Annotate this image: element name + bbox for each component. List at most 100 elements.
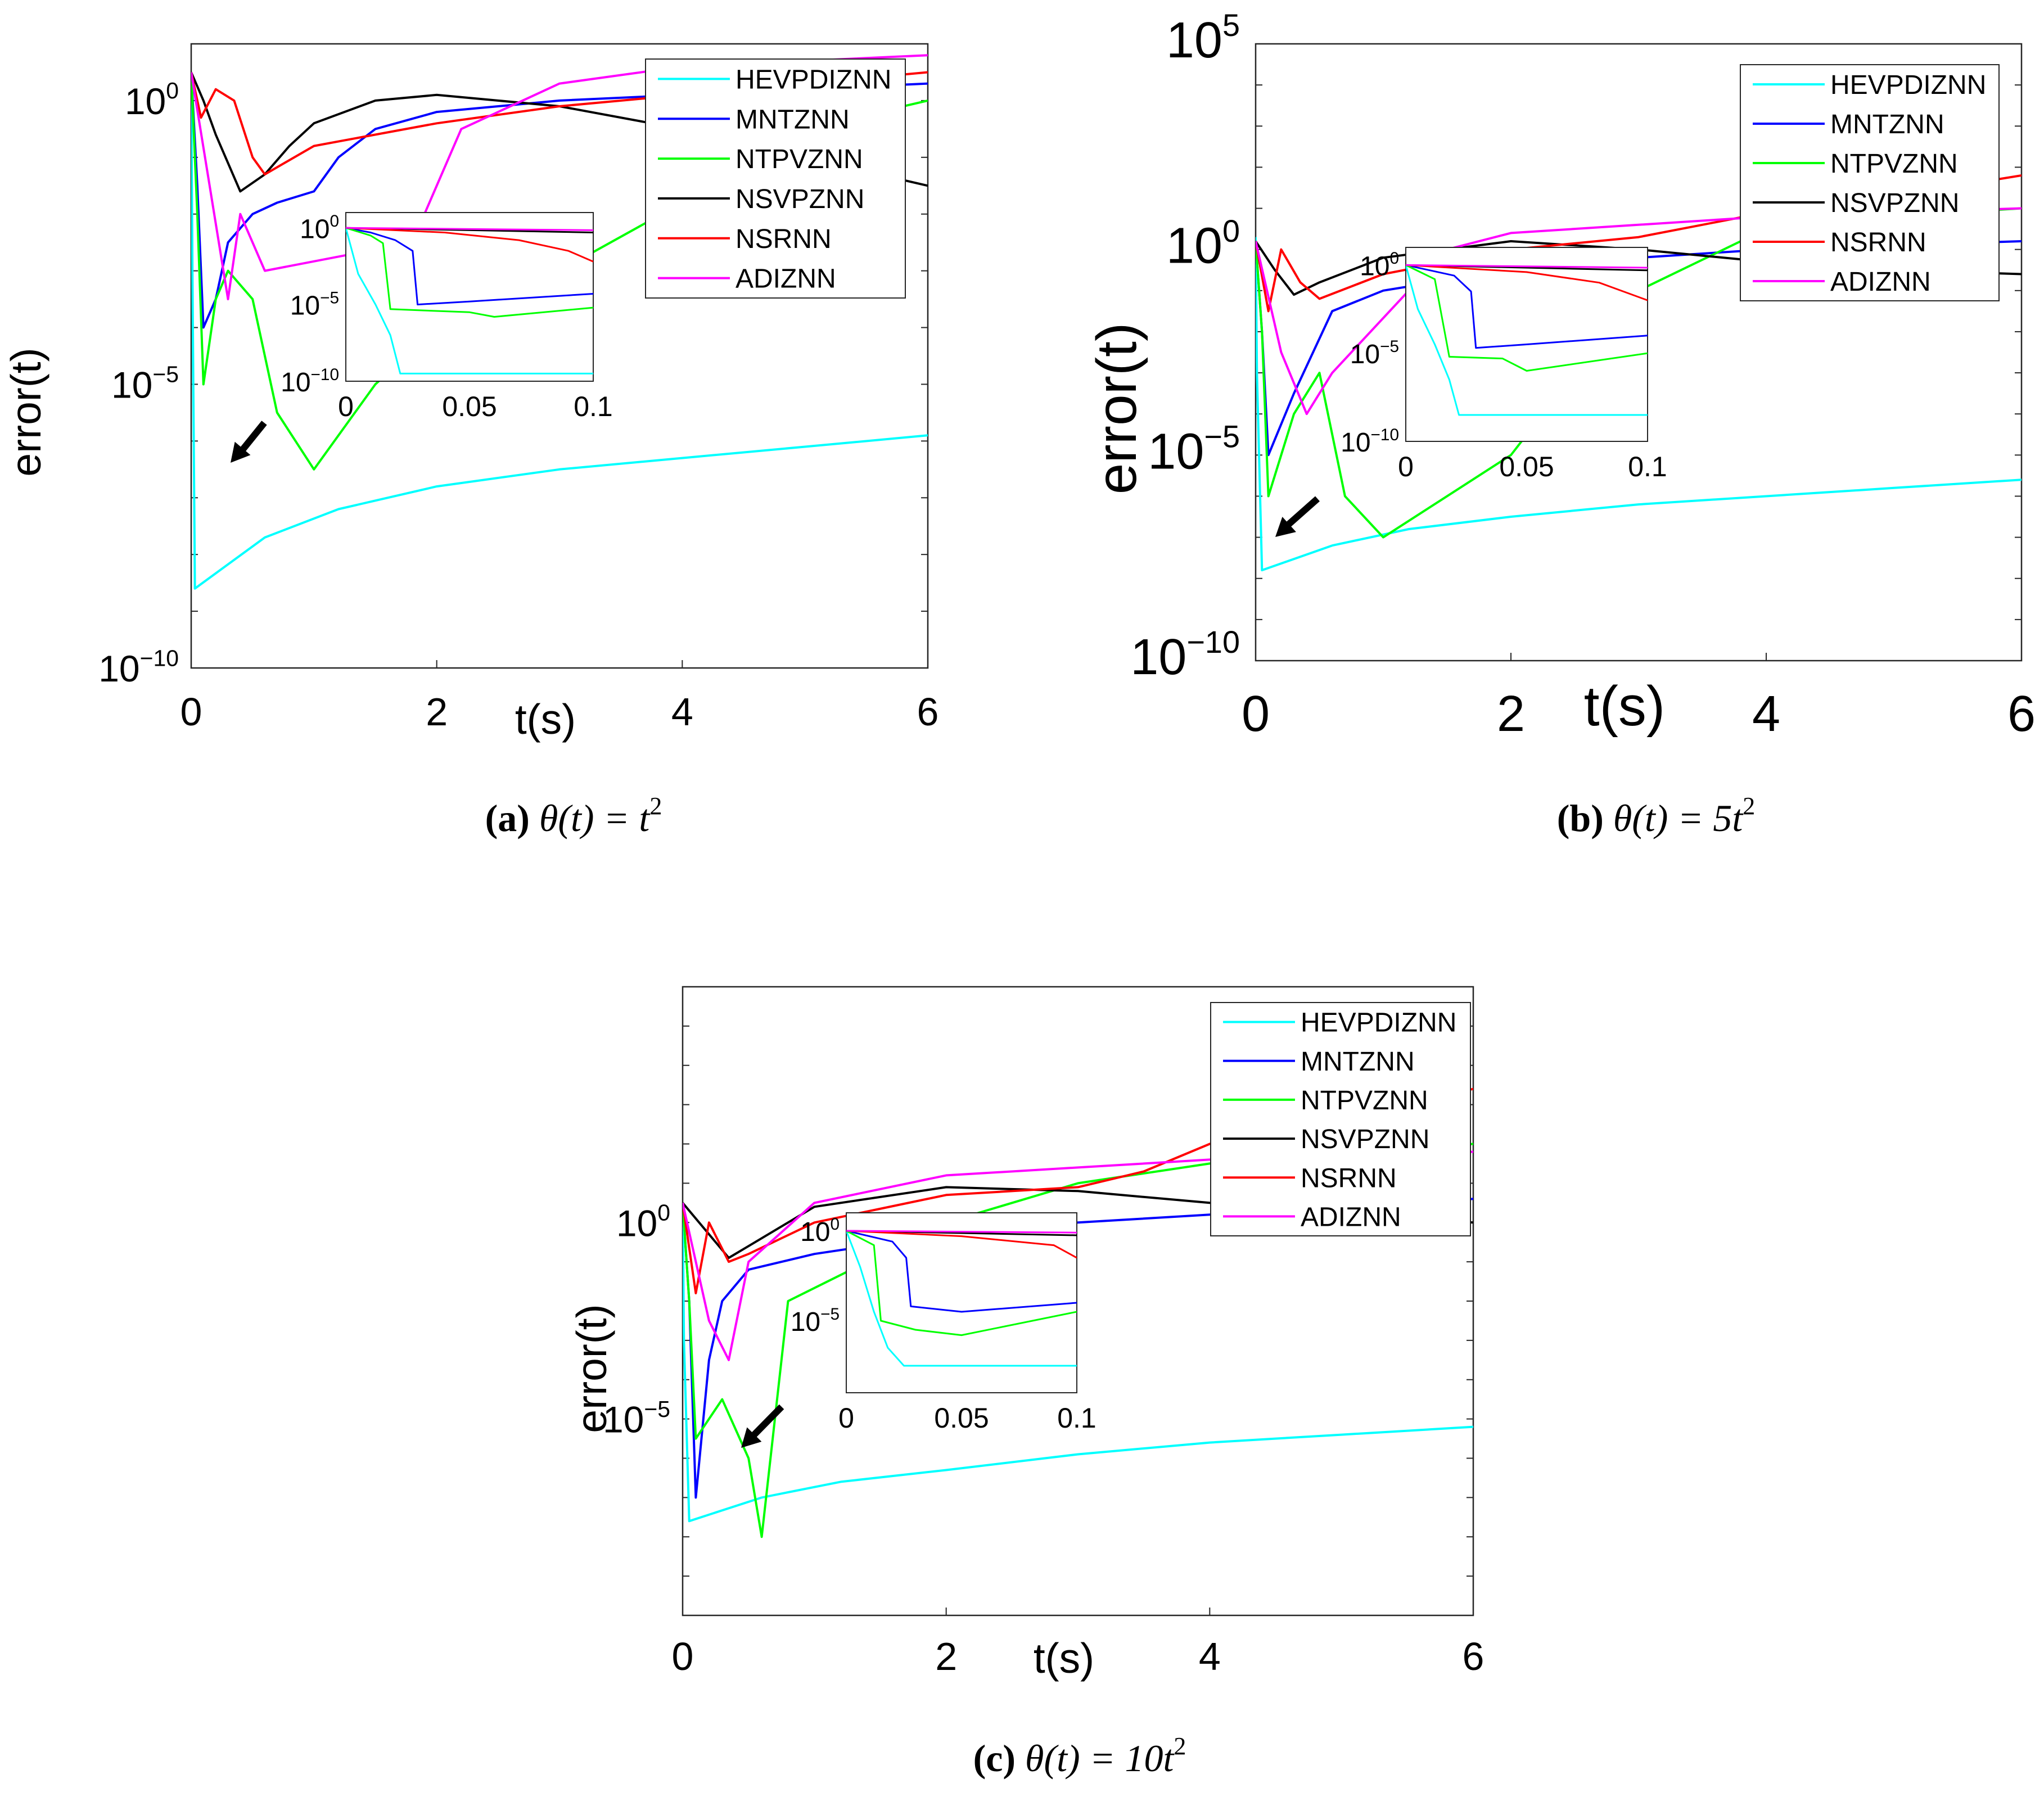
legend-label-nsvpznn: NSVPZNN (736, 184, 864, 214)
caption-a: (a) θ(t) = t2 (485, 792, 662, 839)
x-tick-label-b: 0 (1242, 686, 1270, 742)
legend-label-hevpdiznn: HEVPDIZNN (1301, 1008, 1456, 1038)
inset-c-series-adiznn (846, 1230, 1077, 1234)
inset-b-series-nsrnn (1406, 264, 1648, 301)
x-tick-label-a: 4 (671, 690, 693, 734)
inset-x-tick-label-c: 0.05 (934, 1402, 989, 1434)
chart-panel-c: 0 2 4 6 100 10−5 t(s) error(t) 0 0.05 0.1 100 10−5 HE… (568, 986, 1484, 1780)
inset-c-series-nsrnn (846, 1230, 1077, 1259)
legend-label-mntznn: MNTZNN (736, 105, 850, 134)
y-tick-label-a: 10−10 (98, 645, 179, 689)
series-c-series-ntpvznn (683, 1143, 1473, 1538)
x-axis-label-b: t(s) (1584, 675, 1665, 738)
inset-a: 0 0.05 0.1 100 10−5 10−10 (281, 212, 613, 422)
x-tick-label-c: 2 (935, 1635, 957, 1678)
caption-b: (b) θ(t) = 5t2 (1557, 792, 1755, 839)
y-axis-label-c: error(t) (568, 1304, 615, 1433)
inset-b-series-mntznn (1406, 264, 1648, 349)
legend-label-nsvpznn: NSVPZNN (1301, 1125, 1429, 1154)
inset-x-tick-label-a: 0.1 (574, 391, 613, 422)
inset-c-series-hevpdiznn (846, 1230, 1077, 1367)
inset-x-tick-label-c: 0 (838, 1402, 854, 1434)
y-tick-label-b: 10−5 (1148, 419, 1240, 480)
inset-x-tick-label-c: 0.1 (1057, 1402, 1097, 1434)
caption-c: (c) θ(t) = 10t2 (973, 1732, 1186, 1780)
legend-b: HEVPDIZNN MNTZNN NTPVZNN NSVPZNN NSRNN ADIZNN (1740, 64, 2000, 301)
inset-c-series-ntpvznn (846, 1230, 1077, 1337)
legend-box-c (1210, 1002, 1471, 1236)
inset-c-series-mntznn (846, 1230, 1077, 1313)
legend-label-nsrnn: NSRNN (736, 224, 832, 254)
y-tick-label-b: 10−10 (1130, 624, 1240, 685)
legend-box-b (1740, 64, 2000, 301)
inset-a-series-hevpdiznn (346, 227, 593, 374)
y-tick-label-a: 10−5 (111, 362, 179, 406)
x-axis-label-c: t(s) (1034, 1635, 1094, 1682)
series-b-series-hevpdiznn (1256, 237, 2022, 572)
inset-plot-area-c (846, 1212, 1077, 1393)
legend-label-ntpvznn: NTPVZNN (736, 145, 863, 174)
y-tick-label-c: 100 (616, 1200, 670, 1244)
inset-b-series-ntpvznn (1406, 264, 1648, 372)
x-tick-label-a: 6 (917, 690, 939, 734)
legend-label-hevpdiznn: HEVPDIZNN (1830, 70, 1986, 100)
chart-panel-b: 0 2 4 6 105 100 10−5 10−10 t(s) error(t) 0 0.05 0.1 1… (1085, 7, 2036, 839)
inset-y-tick-label-b: 100 (1360, 249, 1399, 281)
inset-b-series-adiznn (1406, 264, 1648, 269)
inset-y-tick-label-a: 10−10 (281, 365, 339, 398)
y-tick-label-a: 100 (125, 78, 179, 122)
inset-a-series-mntznn (346, 227, 593, 306)
x-tick-label-a: 2 (426, 690, 448, 734)
legend-label-adiznn: ADIZNN (1301, 1202, 1401, 1232)
inset-x-tick-label-b: 0.05 (1499, 451, 1554, 482)
x-tick-label-b: 6 (2007, 686, 2036, 742)
inset-y-tick-label-b: 10−10 (1341, 426, 1399, 458)
x-axis-label-a: t(s) (515, 696, 576, 743)
legend-label-adiznn: ADIZNN (1830, 267, 1931, 297)
inset-y-tick-label-a: 100 (300, 212, 339, 244)
inset-x-tick-label-a: 0 (338, 391, 354, 422)
y-tick-label-b: 105 (1166, 7, 1240, 69)
y-tick-label-c: 10−5 (603, 1396, 670, 1441)
y-axis-label-b: error(t) (1085, 323, 1148, 495)
inset-c: 0 0.05 0.1 100 10−5 (791, 1212, 1097, 1434)
x-tick-label-a: 0 (181, 690, 202, 734)
legend-box-a (645, 58, 906, 299)
legend-a: HEVPDIZNN MNTZNN NTPVZNN NSVPZNN NSRNN ADIZNN (645, 58, 906, 299)
zoom-arrow-c (746, 1404, 784, 1443)
inset-x-tick-label-b: 0 (1398, 451, 1414, 482)
series-a-series-mntznn (191, 72, 928, 329)
x-tick-label-b: 2 (1497, 686, 1525, 742)
legend-label-ntpvznn: NTPVZNN (1301, 1086, 1428, 1116)
legend-label-nsvpznn: NSVPZNN (1830, 188, 1959, 218)
x-tick-label-c: 0 (672, 1635, 694, 1678)
chart-panel-a: 0 2 4 6 100 10−5 10−10 t(s) error(t) 0 0.05 0.1 100 1… (2, 43, 939, 839)
inset-y-tick-label-c: 100 (800, 1215, 840, 1247)
inset-b: 0 0.05 0.1 100 10−5 10−10 (1341, 247, 1667, 482)
inset-a-series-nsrnn (346, 227, 593, 263)
inset-a-series-adiznn (346, 227, 593, 231)
zoom-arrow-head-b (1275, 517, 1296, 537)
legend-label-mntznn: MNTZNN (1301, 1047, 1415, 1077)
y-tick-label-b: 100 (1166, 213, 1240, 274)
zoom-arrow-head-c (741, 1427, 762, 1448)
inset-y-tick-label-a: 10−5 (290, 288, 339, 320)
series-c-series-hevpdiznn (683, 1203, 1473, 1523)
inset-x-tick-label-a: 0.05 (442, 391, 497, 422)
legend-label-ntpvznn: NTPVZNN (1830, 149, 1958, 179)
x-tick-label-c: 4 (1199, 1635, 1221, 1678)
legend-label-nsrnn: NSRNN (1830, 228, 1926, 258)
inset-b-series-hevpdiznn (1406, 265, 1648, 416)
inset-a-series-ntpvznn (346, 227, 593, 318)
x-tick-label-b: 4 (1752, 686, 1780, 742)
inset-x-tick-label-b: 0.1 (1628, 451, 1667, 482)
series-a-series-hevpdiznn (191, 72, 928, 590)
legend-c: HEVPDIZNN MNTZNN NTPVZNN NSVPZNN NSRNN ADIZNN (1210, 1002, 1471, 1236)
legend-label-adiznn: ADIZNN (736, 264, 836, 294)
zoom-arrow-head-a (231, 441, 251, 463)
y-axis-label-a: error(t) (2, 347, 49, 476)
inset-y-tick-label-b: 10−5 (1350, 337, 1399, 369)
zoom-arrow-b (1281, 496, 1320, 532)
legend-label-mntznn: MNTZNN (1830, 110, 1944, 139)
